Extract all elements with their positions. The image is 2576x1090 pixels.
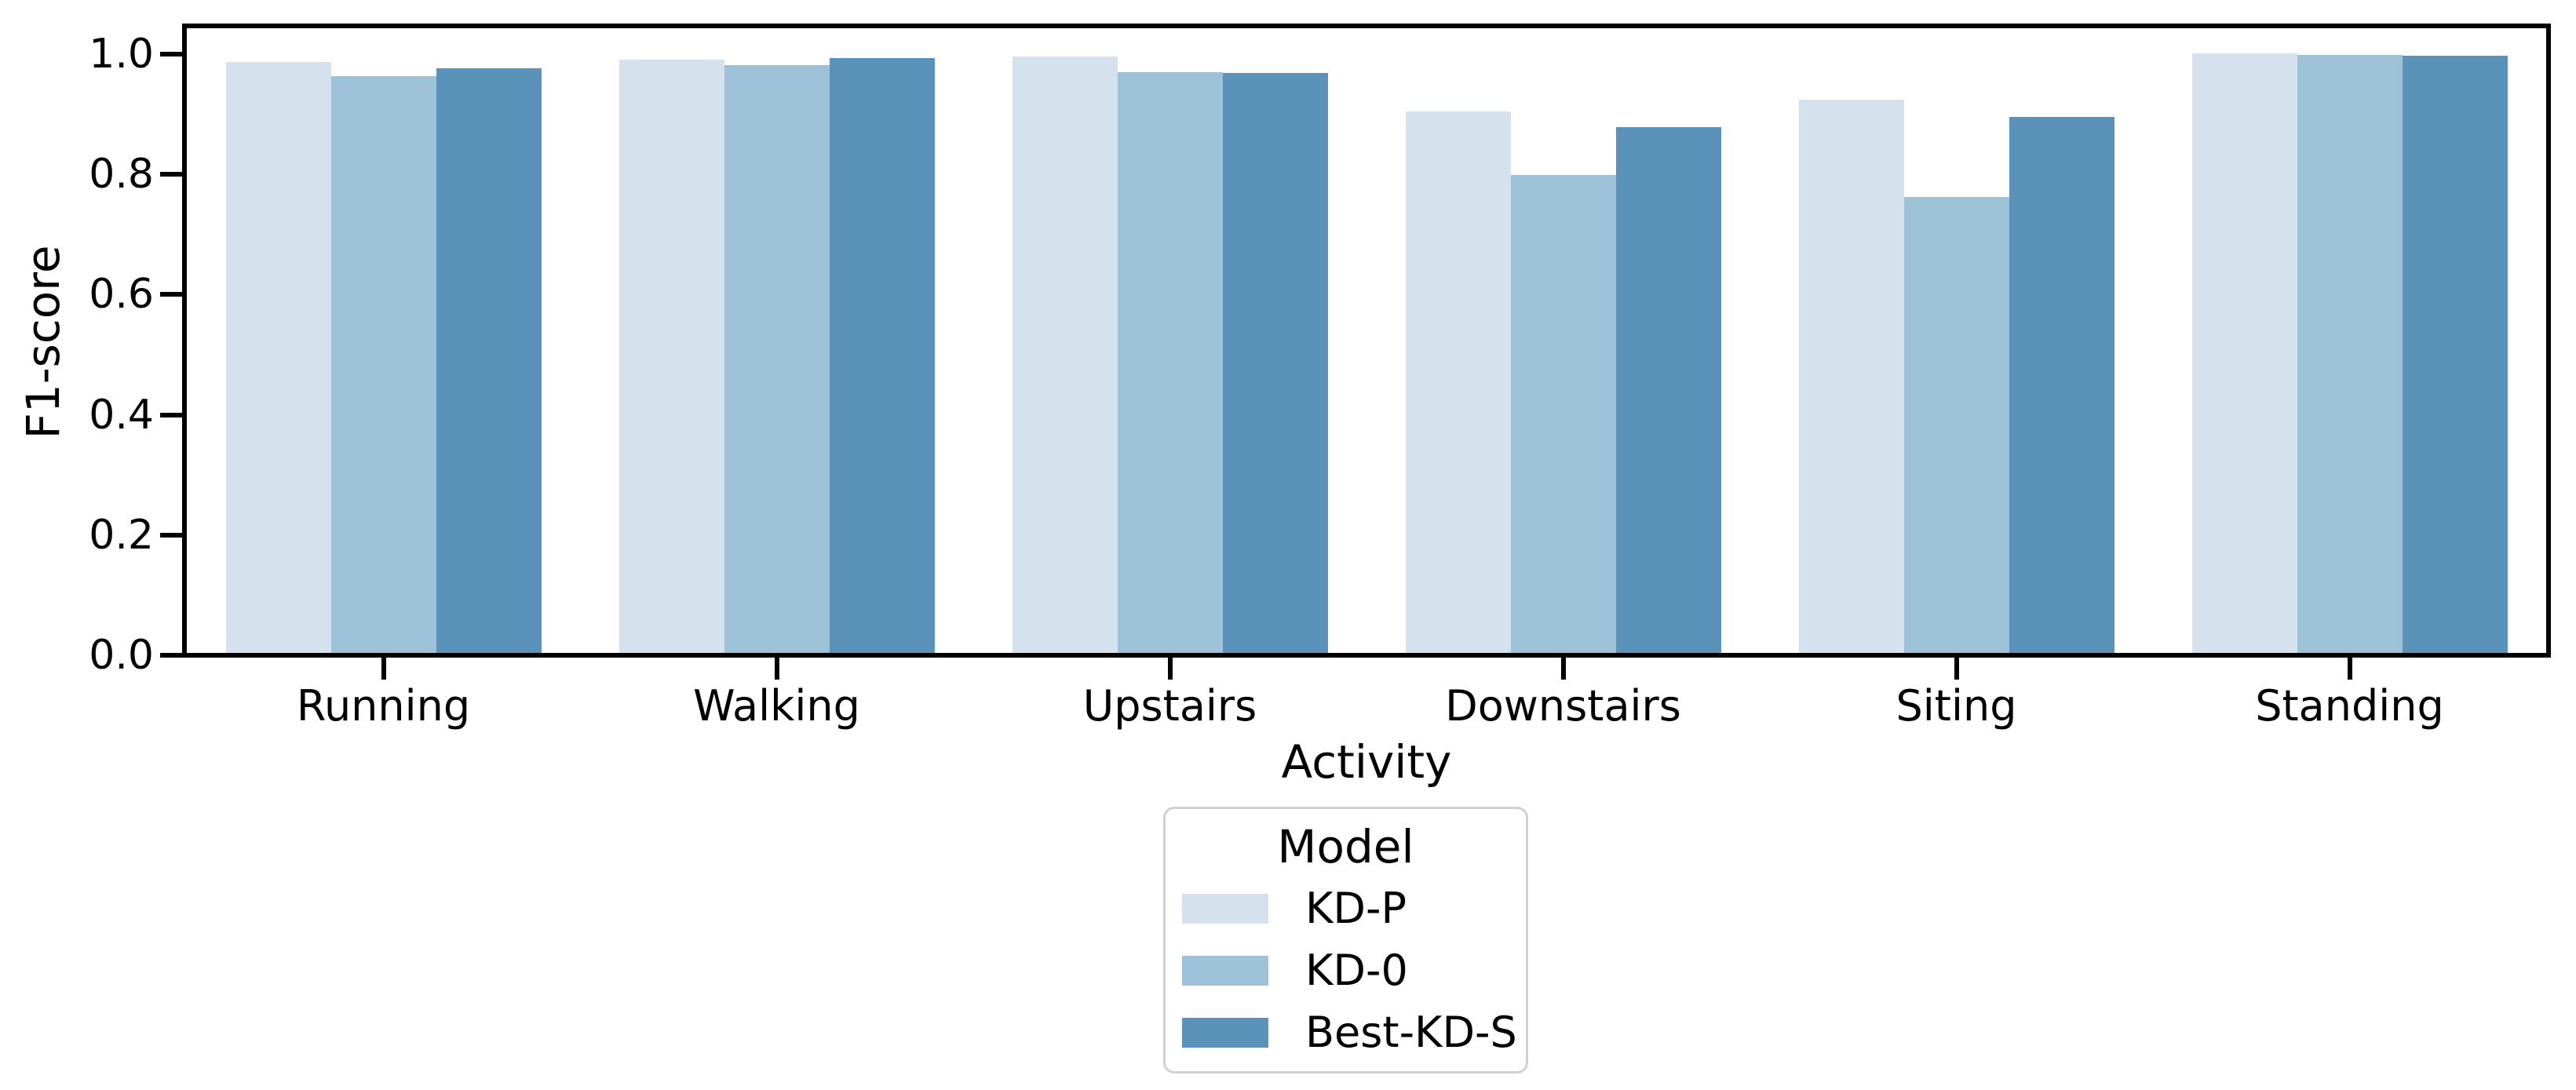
legend-item-kd-0: KD-0 <box>1166 947 1526 994</box>
bar-siting-best-kd-s <box>2009 117 2114 653</box>
legend-item-best-kd-s: Best-KD-S <box>1166 1009 1526 1056</box>
bar-upstairs-kd-p <box>1012 57 1118 653</box>
x-tick-label-walking: Walking <box>693 681 860 731</box>
bar-upstairs-kd-0 <box>1117 72 1223 653</box>
legend: Model KD-P KD-0 Best-KD-S <box>1163 807 1528 1074</box>
y-tick-label: 1.0 <box>89 31 154 78</box>
x-tick-mark <box>2347 658 2352 680</box>
bar-running-kd-p <box>225 62 331 653</box>
bar-downstairs-best-kd-s <box>1615 127 1721 653</box>
bars-container <box>187 28 2546 653</box>
plot-area <box>182 24 2551 658</box>
y-tick-mark <box>160 292 182 297</box>
y-tick-label: 0.6 <box>89 271 154 319</box>
x-tick-mark <box>1167 658 1173 680</box>
bar-walking-kd-p <box>618 60 724 653</box>
bar-siting-kd-0 <box>1903 197 2009 653</box>
y-tick-mark <box>160 172 182 177</box>
legend-swatch-best-kd-s <box>1182 1018 1268 1048</box>
y-tick-mark <box>160 653 182 658</box>
legend-label-best-kd-s: Best-KD-S <box>1305 1008 1517 1057</box>
x-axis-label: Activity <box>1281 735 1452 789</box>
y-tick-label: 0.0 <box>89 632 154 679</box>
bar-downstairs-kd-p <box>1405 111 1511 653</box>
y-tick-mark <box>160 52 182 57</box>
y-tick-label: 0.2 <box>89 511 154 559</box>
x-tick-label-upstairs: Upstairs <box>1082 681 1257 731</box>
bar-standing-best-kd-s <box>2402 56 2508 653</box>
x-tick-label-downstairs: Downstairs <box>1445 681 1681 731</box>
legend-item-kd-p: KD-P <box>1166 885 1526 932</box>
legend-swatch-kd-p <box>1182 894 1268 924</box>
bar-walking-kd-0 <box>724 65 830 653</box>
bar-walking-best-kd-s <box>829 58 935 653</box>
legend-title: Model <box>1277 820 1414 873</box>
x-tick-label-siting: Siting <box>1896 681 2017 731</box>
bar-standing-kd-0 <box>2297 55 2403 653</box>
legend-label-kd-0: KD-0 <box>1305 946 1408 995</box>
bar-standing-kd-p <box>2191 53 2297 653</box>
y-tick-label: 0.8 <box>89 151 154 199</box>
y-tick-mark <box>160 532 182 538</box>
bar-downstairs-kd-0 <box>1510 175 1616 653</box>
x-tick-mark <box>774 658 779 680</box>
bar-running-best-kd-s <box>436 68 542 653</box>
x-tick-mark <box>1954 658 1959 680</box>
y-tick-label: 0.4 <box>89 391 154 439</box>
bar-siting-kd-p <box>1798 100 1904 653</box>
x-tick-label-standing: Standing <box>2255 681 2444 731</box>
bar-upstairs-best-kd-s <box>1222 73 1328 653</box>
legend-swatch-kd-0 <box>1182 956 1268 986</box>
legend-label-kd-p: KD-P <box>1305 884 1407 933</box>
bar-running-kd-0 <box>330 76 436 653</box>
x-tick-mark <box>381 658 386 680</box>
x-tick-mark <box>1560 658 1566 680</box>
x-tick-label-running: Running <box>296 681 471 731</box>
y-tick-mark <box>160 412 182 417</box>
